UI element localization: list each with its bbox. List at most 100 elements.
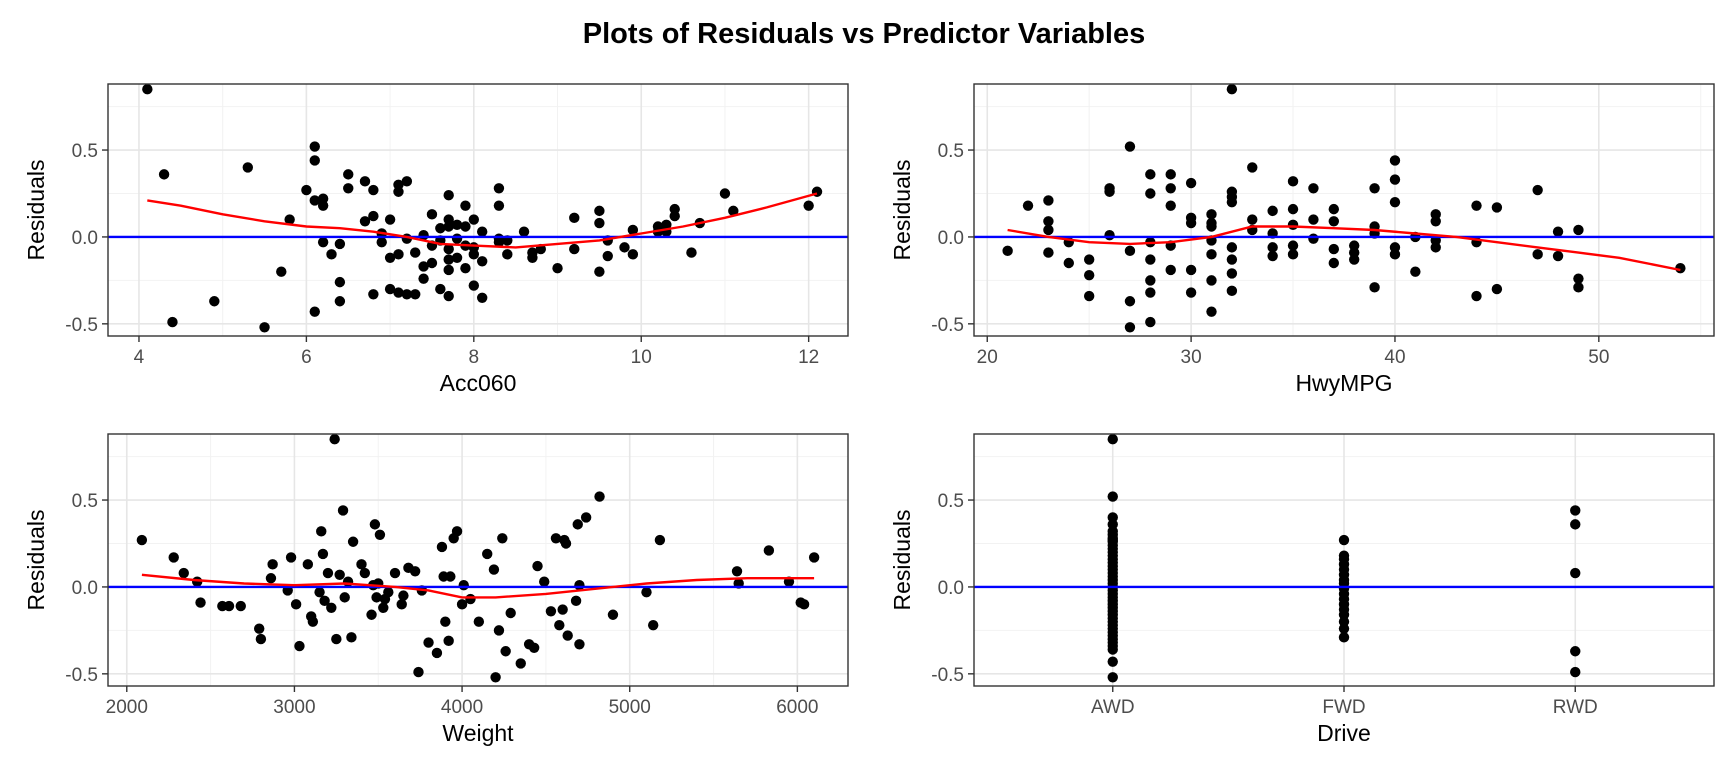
data-point: [1124, 141, 1136, 152]
data-point: [302, 559, 314, 570]
x-axis-title: HwyMPG: [1295, 370, 1392, 396]
data-point: [1107, 491, 1118, 502]
data-point: [1226, 254, 1238, 265]
data-point: [178, 567, 189, 579]
data-point: [460, 263, 471, 274]
data-point: [384, 283, 396, 295]
data-point: [1226, 196, 1238, 208]
data-point: [1185, 287, 1197, 298]
data-point: [1104, 186, 1115, 197]
data-point: [1430, 216, 1441, 227]
data-point: [1338, 632, 1350, 643]
data-point: [627, 224, 639, 236]
x-tick-label: 5000: [609, 697, 651, 718]
data-point: [191, 576, 203, 587]
data-point: [396, 599, 407, 610]
data-point: [284, 214, 295, 225]
data-point: [1287, 219, 1299, 230]
data-point: [460, 200, 471, 211]
data-point: [276, 266, 287, 277]
x-tick-label: 12: [798, 347, 819, 368]
data-point: [497, 533, 508, 544]
data-point: [384, 252, 396, 263]
data-point: [168, 552, 179, 563]
data-point: [686, 247, 697, 258]
data-point: [572, 519, 583, 530]
data-point: [527, 252, 538, 263]
data-point: [142, 84, 153, 95]
data-point: [1083, 269, 1095, 281]
data-point: [255, 633, 267, 645]
data-point: [574, 580, 585, 591]
data-point: [331, 633, 342, 645]
y-tick-label: 0.5: [72, 141, 98, 162]
data-point: [317, 200, 329, 211]
panel-hwympg: 20 30 40 50 -0.5 0.0 0.5 HwyMPG Residuals: [889, 83, 1715, 396]
data-point: [426, 209, 438, 220]
data-point: [1675, 263, 1686, 274]
data-point: [401, 176, 413, 187]
data-point: [1532, 184, 1543, 196]
data-point: [195, 597, 206, 608]
data-point: [366, 609, 377, 620]
data-point: [1226, 84, 1238, 95]
data-point: [1287, 249, 1299, 260]
data-point: [267, 559, 278, 570]
data-point: [1145, 287, 1156, 298]
data-point: [294, 640, 305, 652]
data-point: [1145, 169, 1156, 180]
data-point: [316, 526, 327, 537]
data-point: [1165, 183, 1176, 194]
panel-border: [973, 83, 1715, 337]
data-point: [1570, 567, 1581, 579]
data-point: [1287, 176, 1299, 187]
data-point: [1348, 254, 1360, 265]
data-point: [436, 541, 448, 553]
panel-drive: AWD FWD RWD -0.5 0.0 0.5 Drive Residuals: [889, 433, 1715, 746]
y-tick-label: 0.0: [938, 578, 964, 599]
data-point: [493, 200, 505, 211]
smooth-trend-line: [141, 573, 815, 599]
smooth-trend-line: [147, 192, 818, 249]
data-point: [254, 623, 265, 634]
data-point: [329, 434, 340, 445]
y-axis-title: Residuals: [23, 510, 49, 611]
data-point: [1206, 221, 1217, 232]
data-point: [550, 533, 562, 544]
y-axis-title: Residuals: [23, 160, 49, 261]
data-point: [359, 567, 371, 579]
data-point: [445, 571, 456, 582]
data-point: [493, 236, 505, 248]
data-point: [1328, 243, 1340, 255]
data-point: [309, 141, 320, 152]
data-point: [602, 250, 613, 262]
data-point: [343, 183, 354, 194]
panel-background: [974, 84, 1714, 336]
data-point: [326, 602, 337, 613]
data-point: [1267, 242, 1278, 253]
data-point: [346, 632, 357, 643]
data-point: [334, 276, 346, 288]
data-point: [359, 176, 371, 187]
data-point: [443, 190, 454, 201]
data-point: [1107, 434, 1118, 445]
data-point: [443, 243, 454, 255]
data-point: [1247, 162, 1258, 173]
data-point: [1491, 202, 1503, 213]
x-tick-label: 10: [631, 347, 652, 368]
data-point: [1389, 249, 1401, 260]
data-point: [539, 576, 550, 587]
y-tick-label: 0.0: [72, 578, 98, 599]
data-point: [398, 590, 409, 601]
data-point: [569, 243, 580, 255]
data-point: [560, 538, 572, 549]
data-point: [401, 289, 413, 300]
data-point: [369, 519, 381, 530]
data-point: [1124, 322, 1136, 333]
data-point: [443, 635, 454, 647]
data-point: [1573, 224, 1584, 236]
data-point: [532, 560, 543, 572]
data-point: [594, 266, 605, 277]
data-point: [1043, 247, 1054, 258]
data-point: [493, 625, 505, 636]
